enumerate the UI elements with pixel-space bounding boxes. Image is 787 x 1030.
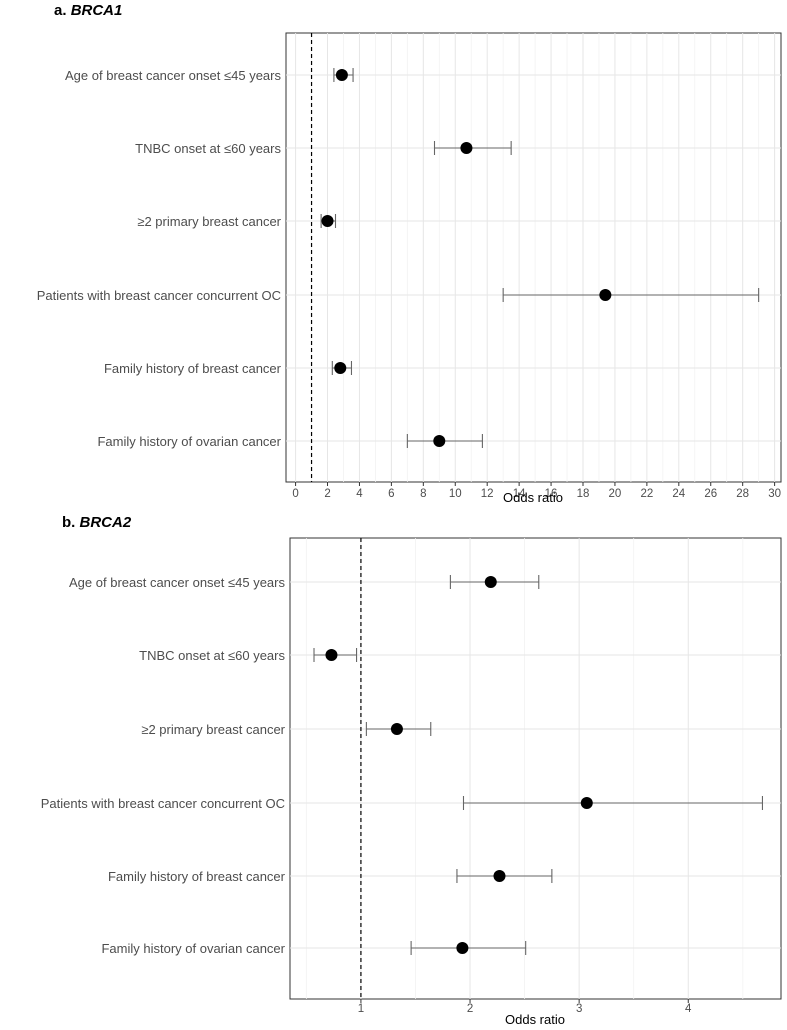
x-tick-label: 16 bbox=[545, 488, 558, 500]
panel-a-category-labels: Age of breast cancer onset ≤45 years TNBC… bbox=[37, 68, 282, 449]
x-tick-label: 18 bbox=[577, 488, 590, 500]
x-tick-label: 6 bbox=[388, 488, 394, 500]
category-label: TNBC onset at ≤60 years bbox=[139, 648, 285, 663]
category-label: ≥2 primary breast cancer bbox=[137, 214, 281, 229]
odds-ratio-point bbox=[334, 362, 347, 374]
panel-brca1: a. BRCA1 Age of breast cancer onset ≤45 … bbox=[37, 2, 782, 505]
x-tick-label: 1 bbox=[358, 1003, 364, 1015]
x-tick-label: 4 bbox=[685, 1003, 692, 1015]
panel-a-title: a. BRCA1 bbox=[54, 2, 122, 19]
x-tick-label: 0 bbox=[292, 488, 298, 500]
x-tick-label: 28 bbox=[736, 488, 749, 500]
x-tick-label: 4 bbox=[356, 488, 363, 500]
odds-ratio-point bbox=[390, 723, 403, 735]
category-label: Age of breast cancer onset ≤45 years bbox=[65, 68, 281, 83]
odds-ratio-point bbox=[321, 215, 334, 227]
category-label: Patients with breast cancer concurrent O… bbox=[41, 796, 285, 811]
x-tick-label: 14 bbox=[513, 488, 526, 500]
odds-ratio-point bbox=[580, 797, 593, 809]
x-tick-label: 30 bbox=[768, 488, 781, 500]
category-label: Age of breast cancer onset ≤45 years bbox=[69, 575, 285, 590]
panel-brca2: b. BRCA2 Age of breast cancer onset ≤45 … bbox=[41, 514, 782, 1027]
category-label: TNBC onset at ≤60 years bbox=[135, 141, 281, 156]
odds-ratio-point bbox=[484, 576, 497, 588]
x-tick-label: 26 bbox=[704, 488, 717, 500]
panel-b-category-labels: Age of breast cancer onset ≤45 years TNBC… bbox=[41, 575, 286, 956]
category-label: Family history of ovarian cancer bbox=[101, 941, 285, 956]
category-label: Family history of breast cancer bbox=[108, 869, 286, 884]
category-label: ≥2 primary breast cancer bbox=[141, 722, 285, 737]
x-tick-label: 10 bbox=[449, 488, 462, 500]
odds-ratio-point bbox=[460, 142, 473, 154]
panel-b-plot-area bbox=[289, 537, 782, 1000]
panel-a-x-axis: 0 2 4 6 8 10 12 14 16 18 20 22 24 26 28 30 bbox=[292, 482, 781, 500]
panel-b-title: b. BRCA2 bbox=[62, 514, 132, 531]
odds-ratio-point bbox=[433, 435, 446, 447]
category-label: Family history of ovarian cancer bbox=[97, 434, 281, 449]
odds-ratio-point bbox=[456, 942, 469, 954]
panel-b-data bbox=[313, 575, 764, 955]
x-tick-label: 12 bbox=[481, 488, 494, 500]
odds-ratio-point bbox=[599, 289, 612, 301]
x-tick-label: 24 bbox=[672, 488, 685, 500]
panel-b-x-axis: 1 2 3 4 bbox=[358, 999, 692, 1015]
category-label: Family history of breast cancer bbox=[104, 361, 282, 376]
x-tick-label: 8 bbox=[420, 488, 426, 500]
x-tick-label: 3 bbox=[576, 1003, 582, 1015]
x-tick-label: 20 bbox=[609, 488, 622, 500]
x-tick-label: 2 bbox=[467, 1003, 473, 1015]
x-tick-label: 22 bbox=[640, 488, 653, 500]
x-tick-label: 2 bbox=[324, 488, 330, 500]
odds-ratio-point bbox=[493, 870, 506, 882]
panel-a-gridlines bbox=[286, 33, 781, 482]
panel-a-data bbox=[320, 68, 760, 448]
panel-a-x-axis-title: Odds ratio bbox=[503, 490, 563, 505]
panel-a-plot-area bbox=[285, 32, 782, 483]
odds-ratio-point bbox=[325, 649, 338, 661]
odds-ratio-point bbox=[335, 69, 348, 81]
panel-b-x-axis-title: Odds ratio bbox=[505, 1012, 565, 1027]
category-label: Patients with breast cancer concurrent O… bbox=[37, 288, 281, 303]
panel-b-gridlines bbox=[290, 538, 781, 999]
